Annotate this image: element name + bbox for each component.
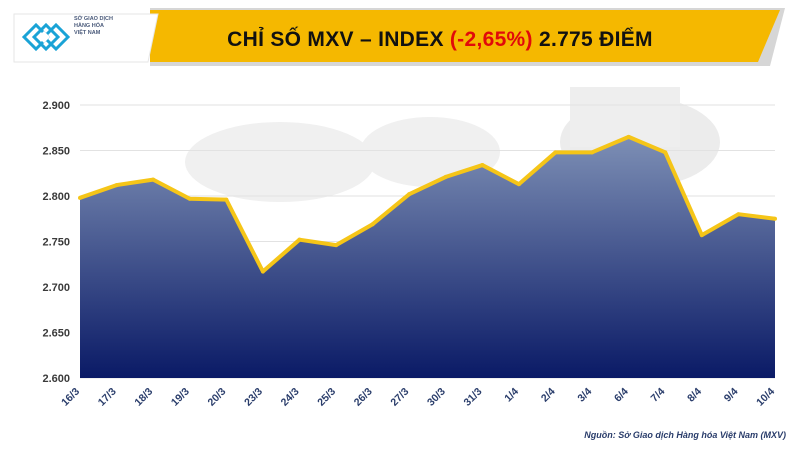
x-tick-label: 20/3 — [206, 386, 229, 409]
x-tick-label: 19/3 — [169, 386, 192, 409]
y-tick-label: 2.650 — [42, 328, 70, 340]
data-point — [297, 237, 302, 242]
x-tick-label: 31/3 — [462, 386, 485, 409]
y-tick-label: 2.900 — [42, 100, 70, 112]
data-point — [663, 150, 668, 155]
data-point — [224, 197, 229, 202]
title-banner: SỞ GIAO DỊCH HÀNG HÓA VIỆT NAM CHỈ SỐ MX… — [0, 0, 800, 72]
data-point — [187, 196, 192, 201]
x-tick-label: 9/4 — [722, 386, 741, 405]
data-point — [151, 177, 156, 182]
data-point — [78, 195, 82, 200]
x-axis-ticks: 16/3 17/3 18/3 19/3 20/3 23/3 24/3 25/3 26/3 27/3… — [59, 386, 777, 409]
y-tick-label: 2.800 — [42, 191, 70, 203]
data-point — [516, 182, 521, 187]
x-tick-label: 17/3 — [96, 386, 119, 409]
x-tick-label: 16/3 — [59, 386, 82, 409]
area-fill — [80, 136, 775, 378]
x-tick-label: 26/3 — [352, 386, 375, 409]
title-value: 2.775 ĐIỂM — [532, 28, 653, 51]
data-point — [114, 183, 119, 188]
banner-stripe — [150, 10, 780, 62]
x-tick-label: 2/4 — [539, 386, 558, 405]
y-tick-label: 2.700 — [42, 282, 70, 294]
x-tick-label: 24/3 — [279, 386, 302, 409]
mxv-logo-icon — [22, 22, 71, 52]
x-tick-label: 25/3 — [315, 386, 338, 409]
data-point — [626, 134, 631, 139]
data-point — [480, 163, 485, 168]
y-tick-label: 2.750 — [42, 237, 70, 249]
source-note: Nguồn: Sở Giao dịch Hàng hóa Việt Nam (M… — [584, 430, 786, 440]
data-point — [553, 150, 558, 155]
x-tick-label: 7/4 — [649, 386, 668, 405]
y-axis-ticks: 2.600 2.650 2.700 2.750 2.800 2.850 2.900 — [42, 100, 70, 385]
title-change: (-2,65%) — [449, 28, 533, 51]
logo-text: SỞ GIAO DỊCH HÀNG HÓA VIỆT NAM — [74, 16, 144, 37]
x-tick-label: 8/4 — [685, 386, 704, 405]
logo-line: SỞ GIAO DỊCH — [74, 16, 113, 22]
area-chart: 2.600 2.650 2.700 2.750 2.800 2.850 2.900 16/3… — [42, 87, 777, 409]
series-area — [78, 134, 777, 378]
x-tick-label: 1/4 — [502, 386, 521, 405]
data-point — [773, 216, 777, 221]
logo-panel — [13, 13, 159, 63]
data-point — [260, 269, 265, 274]
y-tick-label: 2.600 — [42, 373, 70, 385]
chart-container: 2.600 2.650 2.700 2.750 2.800 2.850 2.900 16/3… — [0, 72, 800, 432]
data-point — [736, 212, 741, 217]
title-prefix: CHỈ SỐ MXV – INDEX — [227, 28, 450, 51]
data-point — [590, 150, 595, 155]
logo-line: VIỆT NAM — [74, 30, 101, 36]
data-point — [699, 233, 704, 238]
banner-background — [13, 8, 785, 66]
x-tick-label: 10/4 — [754, 386, 777, 409]
data-point — [443, 174, 448, 179]
series-line — [79, 134, 776, 274]
data-point — [407, 192, 412, 197]
x-tick-label: 3/4 — [575, 386, 594, 405]
y-tick-label: 2.850 — [42, 146, 70, 158]
x-tick-label: 18/3 — [132, 386, 155, 409]
page-title: CHỈ SỐ MXV – INDEX (-2,65%) 2.775 ĐIỂM — [160, 28, 720, 52]
x-tick-label: 27/3 — [388, 386, 411, 409]
data-point — [370, 222, 375, 227]
logo-line: HÀNG HÓA — [74, 23, 104, 29]
x-tick-label: 6/4 — [612, 386, 631, 405]
x-tick-label: 30/3 — [425, 386, 448, 409]
data-point — [334, 243, 339, 248]
x-tick-label: 23/3 — [242, 386, 265, 409]
